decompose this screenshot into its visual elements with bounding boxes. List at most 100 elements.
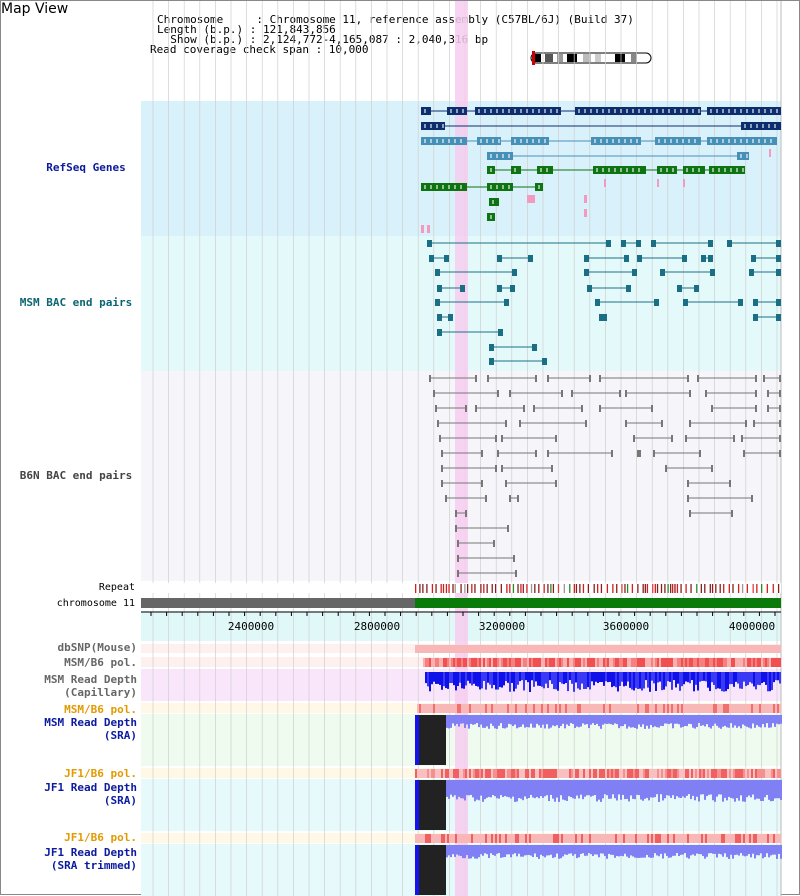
gene-strand-mark — [436, 185, 438, 189]
jf1-pol-cell — [683, 769, 685, 778]
msm-depth-sra-bar — [680, 715, 682, 728]
gene-strand-mark — [450, 109, 452, 113]
jf1-depth-sra-bar — [450, 780, 452, 795]
gene-strand-mark — [740, 109, 742, 113]
jf1-pol-cell — [437, 769, 439, 778]
msm-bac-end — [435, 269, 440, 276]
jf1-depth-sra-bar — [572, 780, 574, 799]
msm-pol2-cell — [547, 704, 549, 713]
msm-pol-cell — [669, 658, 671, 667]
msm-depth-sra-bar — [778, 715, 780, 725]
jf1-pol2-cell — [581, 834, 583, 843]
jf1-pol-cell — [697, 769, 699, 778]
repeat-element — [506, 584, 508, 593]
msm-pol2-cell — [441, 704, 443, 713]
jf1-pol2-cell — [429, 834, 431, 843]
jf1-pol2-cell — [553, 834, 555, 843]
msm-depth-cap-bar — [587, 672, 589, 688]
jf1-pol2-cell — [659, 834, 661, 843]
msm-pol2-cell — [531, 704, 533, 713]
msm-pol2-cell — [533, 704, 535, 713]
jf1-pol-cell — [563, 769, 565, 778]
msm-depth-cap-bar — [575, 672, 577, 683]
jf1-depth-sra-bar — [536, 780, 538, 797]
gene-pink-mark — [527, 195, 535, 203]
jf1-pol2-cell — [527, 834, 529, 843]
msm-depth-sra-bar — [692, 715, 694, 728]
msm-pol-cell — [723, 658, 725, 667]
jf1-pol-cell — [661, 769, 663, 778]
msm-pol2-cell — [431, 704, 433, 713]
jf1-pol2-cell — [591, 834, 593, 843]
jf1-pol2-cell — [485, 834, 487, 843]
jf1-pol2-cell — [573, 834, 575, 843]
msm-depth-sra-bar — [748, 715, 750, 728]
msm-pol2-cell — [763, 704, 765, 713]
jf1-pol-cell — [753, 769, 755, 778]
jf1-pol-cell — [699, 769, 701, 778]
repeat-element — [474, 584, 476, 593]
msm-depth-cap-bar — [705, 672, 707, 682]
msm-pol-cell — [679, 658, 681, 667]
repeat-element — [654, 584, 656, 593]
jf1-pol2-cell — [677, 834, 679, 843]
jf1-depth-trim-bar — [650, 845, 652, 858]
jf1-depth-sra-bar — [588, 780, 590, 796]
repeat-element — [671, 584, 674, 593]
jf1-pol-cell — [559, 769, 561, 778]
repeat-element — [766, 584, 768, 593]
msm-depth-cap-bar — [749, 672, 751, 683]
jf1-pol2-cell — [667, 834, 669, 843]
track-label-b6n-bac[interactable]: B6N BAC end pairs — [19, 469, 133, 482]
msm-depth-edge — [415, 715, 419, 765]
msm-pol2-cell — [457, 704, 459, 713]
jf1-depth-sra-bar — [780, 780, 782, 801]
msm-pol-cell — [465, 658, 467, 667]
msm-pol2-cell — [529, 704, 531, 713]
gene-pink-mark — [683, 179, 685, 187]
b6n-bac-end — [625, 420, 627, 427]
msm-pol2-cell — [579, 704, 581, 713]
track-label-refseq[interactable]: RefSeq Genes — [46, 161, 126, 174]
b6n-bac-end — [547, 450, 549, 457]
repeat-element — [569, 584, 571, 593]
jf1-pol2-cell — [653, 834, 655, 843]
msm-depth-cap-bar — [735, 672, 737, 682]
msm-depth-cap-bar — [741, 672, 743, 689]
repeat-element — [664, 584, 666, 593]
jf1-depth-trim-bar — [550, 845, 552, 855]
msm-pol-cell — [749, 658, 751, 667]
msm-depth-sra-bar — [696, 715, 698, 727]
jf1-depth-sra-bar — [632, 780, 634, 799]
repeat-element — [491, 584, 493, 593]
b6n-bac-end — [495, 435, 497, 442]
jf1-depth-trim-bar — [456, 845, 458, 855]
b6n-bac-end — [457, 555, 459, 562]
jf1-pol-cell — [511, 769, 513, 778]
msm-pol2-cell — [667, 704, 669, 713]
jf1-depth-trim-bar — [564, 845, 566, 855]
repeat-element — [696, 584, 698, 593]
b6n-bac-end — [745, 420, 747, 427]
b6n-bac-end — [687, 495, 689, 502]
msm-depth-sra-bar — [574, 715, 576, 728]
jf1-depth-trim-bar — [668, 845, 670, 858]
jf1-depth-sra-bar — [700, 780, 702, 795]
msm-pol2-cell — [773, 704, 775, 713]
jf1-pol-cell — [651, 769, 653, 778]
gene-strand-mark — [498, 139, 500, 143]
jf1-pol2-cell — [613, 834, 615, 843]
gene-strand-mark — [532, 139, 534, 143]
jf1-pol-cell — [583, 769, 585, 778]
msm-depth-sra-bar — [772, 715, 774, 724]
gene-strand-mark — [544, 109, 546, 113]
jf1-pol2-cell — [525, 834, 527, 843]
msm-pol2-cell — [761, 704, 763, 713]
msm-depth-cap-bar — [503, 672, 505, 686]
msm-depth-cap-bar — [691, 672, 693, 681]
jf1-depth-trim-bar — [546, 845, 548, 856]
jf1-depth-trim-bar — [614, 845, 616, 858]
msm-depth-cap-bar — [635, 672, 637, 688]
track-label-msm-bac[interactable]: MSM BAC end pairs — [19, 296, 133, 309]
